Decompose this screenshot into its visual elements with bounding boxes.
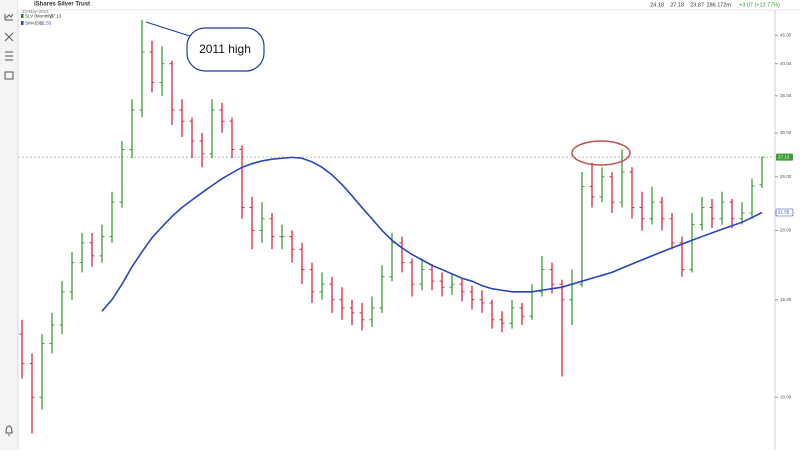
toolbar	[0, 0, 18, 450]
annotation-text: 2011 high	[199, 42, 251, 56]
highlight-ellipse	[571, 140, 631, 166]
last-price-tag	[776, 153, 793, 161]
layout-icon[interactable]	[4, 71, 14, 80]
annotation-box	[186, 27, 265, 72]
sma-tag	[775, 208, 794, 217]
chart-tool-icon[interactable]	[4, 13, 14, 21]
chart-title: iShares Silver Trust	[34, 2, 90, 8]
header	[18, 0, 800, 10]
header-change: +3.07 (+12.77%)	[739, 2, 780, 8]
header-low: 23.87	[690, 2, 704, 8]
indicator-icon[interactable]	[5, 51, 13, 61]
legend-label: SLV (Monthly)	[25, 14, 54, 19]
legend-value: 27.13	[50, 14, 62, 19]
header-high: 27.18	[670, 2, 684, 8]
alert-icon[interactable]	[5, 425, 13, 436]
legend-swatch	[21, 21, 24, 25]
y-tick-label: 25.00	[780, 174, 792, 179]
y-tick-label: 20.00	[780, 228, 792, 233]
y-tick-label: 40.00	[780, 61, 792, 66]
y-tick-label: 35.00	[780, 93, 792, 98]
legend-swatch	[21, 14, 24, 18]
y-tick-label: 45.00	[780, 33, 792, 38]
legend-value: 21.55	[40, 21, 52, 26]
last-price-label: 27.13	[778, 154, 790, 159]
header-open: 24.18	[650, 2, 664, 8]
header-volume: 286.172m	[707, 2, 732, 8]
legend-label: SMA(50)	[25, 21, 43, 26]
sma-label: 21.55	[778, 210, 790, 215]
sma-line	[101, 156, 763, 312]
annotation-pointer	[145, 21, 197, 39]
y-tick-label: 15.00	[780, 297, 792, 302]
draw-tool-icon[interactable]	[4, 32, 14, 42]
chart-date: 23-May-2024	[22, 9, 49, 14]
y-tick-label: 30.00	[780, 130, 792, 135]
y-tick-label: 10.00	[780, 394, 792, 399]
